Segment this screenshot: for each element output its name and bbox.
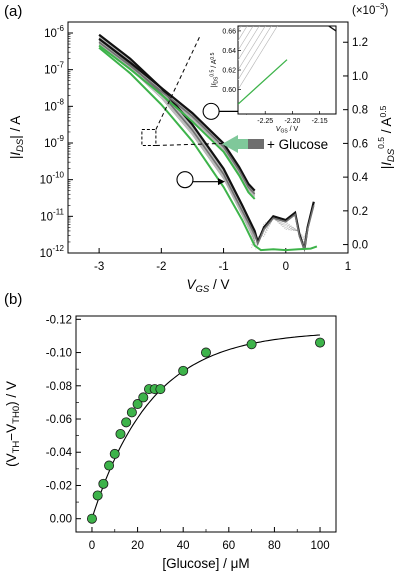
y-right-tick-label: 0.0: [352, 240, 368, 252]
data-point: [121, 417, 132, 428]
inset-curve: [238, 26, 278, 90]
inset-curve: [238, 26, 266, 71]
y-tick-label: -0.06: [46, 414, 72, 426]
y-left-tick-label: 10-11: [40, 207, 64, 223]
inset-plot: -2.25 -2.20 -2.15 0.60 0.62 0.64 0.66 VGS / V |I…: [210, 0, 337, 135]
y-tick-label: -0.04: [46, 447, 73, 459]
x-tick-label: 40: [177, 540, 190, 552]
y-left-tick-label: 10-8: [44, 97, 64, 113]
x-tick-label: 0: [89, 540, 95, 552]
y-tick-label: -0.12: [46, 314, 72, 326]
y-right-tick-label: 0.6: [352, 138, 368, 150]
data-point: [98, 478, 109, 489]
inset-x-tick-label: -2.15: [312, 118, 328, 125]
glucose-annotation: + Glucose: [267, 137, 328, 152]
arrow-head-right-2: [217, 178, 225, 186]
y-tick-label: -0.10: [46, 348, 72, 360]
y-left-tick-label: 10-10: [40, 171, 65, 187]
data-point: [246, 339, 257, 350]
y-left-tick-label: 10-12: [40, 244, 65, 260]
y-left-tick-label: 10-6: [44, 24, 64, 40]
inset-x-axis-label: VGS / V: [276, 126, 299, 135]
y-right-axis-label: |IDS0.5 / A0.5: [376, 105, 397, 169]
inset-x-tick-label: -2.20: [284, 118, 300, 125]
log-series-line: [98, 46, 318, 252]
y-left-tick-label: 10-7: [44, 61, 64, 77]
data-point: [200, 347, 211, 358]
y-right-tick-label: 1.2: [352, 37, 368, 49]
panel-a: (a) -3 -2 -1 0 1 VGS / V 10-6 10-7 10-8 10-9 10-10 1…: [4, 0, 397, 295]
noise-curve: [251, 212, 311, 246]
fit-curve: [91, 334, 321, 519]
inset-green-curve: [238, 59, 288, 105]
data-point: [109, 448, 120, 459]
x-tick-label: 60: [222, 540, 235, 552]
y-left-axis-label: |IDS| / A: [8, 116, 26, 160]
data-point: [315, 337, 326, 348]
sqrt-series-line: [98, 44, 256, 200]
noise-curve: [251, 212, 311, 248]
y-left-tick-label: 10-9: [44, 134, 64, 150]
inset-curve: [238, 0, 336, 2]
inset-x-tick-label: -2.25: [257, 118, 273, 125]
zoom-region-box: [141, 129, 157, 146]
inset-curve: [238, 26, 272, 80]
x-tick-label: 0: [283, 261, 289, 273]
panel-label-a: (a): [4, 3, 22, 20]
inset-curve: [238, 0, 336, 11]
glucose-arrow-tail: [248, 139, 264, 149]
inset-black-curve: [327, 26, 336, 32]
inset-y-tick-label: 0.60: [222, 87, 236, 94]
panel-label-b: (b): [4, 291, 22, 308]
noise-curve: [251, 212, 311, 247]
y-tick-label: -0.02: [46, 480, 72, 492]
inset-frame: [237, 25, 337, 115]
y-right-tick-label: 0.8: [352, 105, 368, 117]
x-tick-label: 1: [345, 261, 351, 273]
inset-y-tick-label: 0.64: [222, 48, 236, 55]
right-axis-multiplier: (×10−3): [352, 2, 388, 17]
inset-curve: [238, 26, 260, 61]
noise-curve: [251, 212, 311, 243]
sqrt-transfer-band-curve: [98, 41, 256, 194]
plot-frame-a: [67, 21, 349, 254]
data-point: [178, 365, 189, 376]
x-tick-label: 20: [131, 540, 144, 552]
inset-y-tick-label: 0.66: [222, 28, 236, 35]
data-point: [155, 384, 166, 395]
y-right-tick-label: 0.2: [352, 206, 368, 218]
noise-curve: [251, 212, 311, 245]
inset-y-axis-label: |IDS0.5 / A0.5: [210, 52, 220, 87]
y-tick-label: -0.08: [46, 381, 72, 393]
x-axis-label: [Glucose] / μM: [162, 556, 249, 571]
x-tick-label: -1: [218, 261, 228, 273]
data-point: [132, 399, 143, 410]
x-tick-label: 80: [268, 540, 281, 552]
y-axis-label: (VTH−VTH0) / V: [4, 381, 22, 467]
data-point: [115, 428, 126, 439]
data-point: [126, 407, 137, 418]
x-tick-label: -3: [94, 261, 104, 273]
sqrt-series-line: [98, 41, 256, 195]
x-axis-label: VGS / V: [186, 277, 229, 295]
y-tick-label: 0.00: [50, 514, 72, 526]
x-tick-label: -2: [156, 261, 166, 273]
data-point: [86, 513, 97, 524]
data-point: [92, 490, 103, 501]
zoom-guide-line: [155, 35, 201, 130]
data-point: [138, 392, 149, 403]
log-series-line: [98, 37, 315, 253]
sqrt-curve-marker-circle: [202, 102, 220, 120]
x-tick-label: 100: [310, 540, 329, 552]
y-right-tick-label: 0.4: [352, 172, 369, 184]
y-right-tick-label: 1.0: [352, 71, 368, 83]
log-curve-marker-circle: [176, 171, 194, 189]
data-point: [104, 460, 115, 471]
panel-b: (b) 0 20 40 60 80 100 [Glucose] / μM 0.00 -0.02 -0…: [4, 291, 337, 571]
sqrt-series-line: [98, 38, 256, 192]
inset-y-tick-label: 0.62: [222, 68, 236, 75]
inset-curve: [238, 0, 336, 21]
